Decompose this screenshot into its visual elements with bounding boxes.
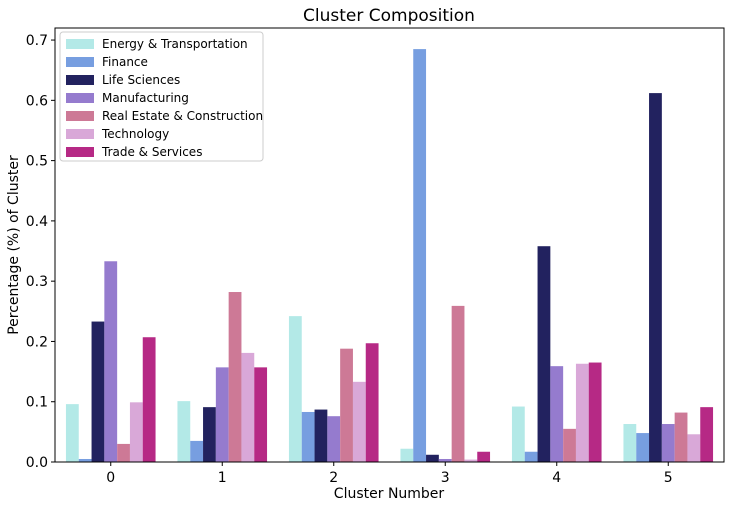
bar-real-estate-construction-cluster-1 [228, 292, 242, 462]
plot-frame [54, 27, 725, 463]
y-tick-label: 0.1 [26, 395, 48, 411]
bar-manufacturing-cluster-2 [327, 416, 341, 462]
legend-entry: Technology [101, 127, 169, 141]
bar-life-sciences-cluster-1 [203, 407, 216, 462]
bar-manufacturing-cluster-5 [661, 424, 675, 462]
bar-energy-transportation-cluster-2 [288, 316, 302, 462]
bar-finance-cluster-3 [413, 49, 427, 462]
y-tick-label: 0.2 [26, 334, 48, 350]
y-tick-label: 0.5 [26, 154, 48, 170]
legend-entry: Manufacturing [102, 91, 189, 105]
bar-technology-cluster-3 [464, 459, 478, 462]
bar-real-estate-construction-cluster-5 [674, 412, 688, 462]
bar-finance-cluster-1 [190, 440, 204, 462]
bar-energy-transportation-cluster-5 [623, 424, 637, 462]
bar-technology-cluster-2 [352, 381, 366, 462]
bar-manufacturing-cluster-4 [550, 366, 564, 462]
legend-swatch [66, 39, 94, 49]
legend-entry: Trade & Services [101, 145, 202, 159]
bar-finance-cluster-2 [301, 411, 315, 462]
bar-manufacturing-cluster-1 [215, 367, 229, 462]
bar-energy-transportation-cluster-3 [400, 448, 414, 462]
bar-energy-transportation-cluster-4 [511, 406, 525, 462]
y-tick-label: 0.4 [26, 214, 48, 230]
bar-finance-cluster-4 [524, 451, 538, 462]
legend-entry: Energy & Transportation [102, 37, 248, 51]
bar-trade-services-cluster-3 [477, 451, 491, 462]
x-tick-label: 0 [106, 470, 115, 486]
x-tick-label: 2 [329, 470, 338, 486]
bar-real-estate-construction-cluster-0 [117, 443, 130, 462]
legend-swatch [66, 93, 94, 103]
bar-energy-transportation-cluster-1 [177, 401, 191, 462]
bar-energy-transportation-cluster-0 [65, 404, 79, 462]
legend-swatch [66, 57, 94, 67]
y-axis-label: Percentage (%) of Cluster [6, 155, 22, 335]
bar-manufacturing-cluster-3 [438, 458, 452, 462]
bar-finance-cluster-0 [78, 458, 92, 462]
bar-technology-cluster-1 [241, 352, 255, 462]
x-tick-label: 4 [552, 470, 561, 486]
bar-trade-services-cluster-0 [142, 337, 156, 462]
x-tick-label: 3 [441, 470, 450, 486]
legend-entry: Real Estate & Construction [102, 109, 263, 123]
bar-life-sciences-cluster-3 [426, 454, 439, 462]
bar-life-sciences-cluster-0 [91, 321, 105, 462]
bar-life-sciences-cluster-4 [537, 246, 551, 462]
chart-title: Cluster Composition [303, 6, 475, 26]
bar-finance-cluster-5 [636, 433, 650, 462]
y-tick-label: 0.0 [26, 455, 48, 471]
bar-technology-cluster-4 [575, 363, 589, 462]
bar-trade-services-cluster-4 [588, 362, 602, 462]
bar-trade-services-cluster-5 [700, 407, 714, 462]
legend-entry: Finance [102, 55, 148, 69]
bar-real-estate-construction-cluster-3 [451, 305, 465, 462]
x-tick-label: 5 [664, 470, 673, 486]
legend-swatch [66, 129, 94, 139]
legend: Energy & Transportation Finance Life Scien… [59, 31, 264, 162]
legend-swatch [66, 111, 94, 121]
legend-swatch [66, 75, 94, 85]
bar-technology-cluster-5 [687, 434, 701, 462]
bar-trade-services-cluster-1 [254, 367, 268, 462]
x-axis-label: Cluster Number [334, 486, 445, 502]
bar-technology-cluster-0 [129, 402, 143, 462]
legend-box [59, 31, 264, 162]
bar-real-estate-construction-cluster-2 [340, 348, 353, 462]
bar-trade-services-cluster-2 [365, 343, 379, 462]
y-tick-label: 0.6 [26, 93, 48, 109]
bar-real-estate-construction-cluster-4 [563, 428, 576, 462]
legend-swatch [66, 147, 94, 157]
x-tick-label: 1 [218, 470, 227, 486]
legend-entry: Life Sciences [102, 73, 180, 87]
bar-manufacturing-cluster-0 [104, 261, 118, 462]
bar-life-sciences-cluster-5 [649, 93, 662, 462]
y-tick-label: 0.7 [26, 33, 48, 49]
y-tick-label: 0.3 [26, 274, 48, 290]
bar-life-sciences-cluster-2 [314, 409, 328, 462]
